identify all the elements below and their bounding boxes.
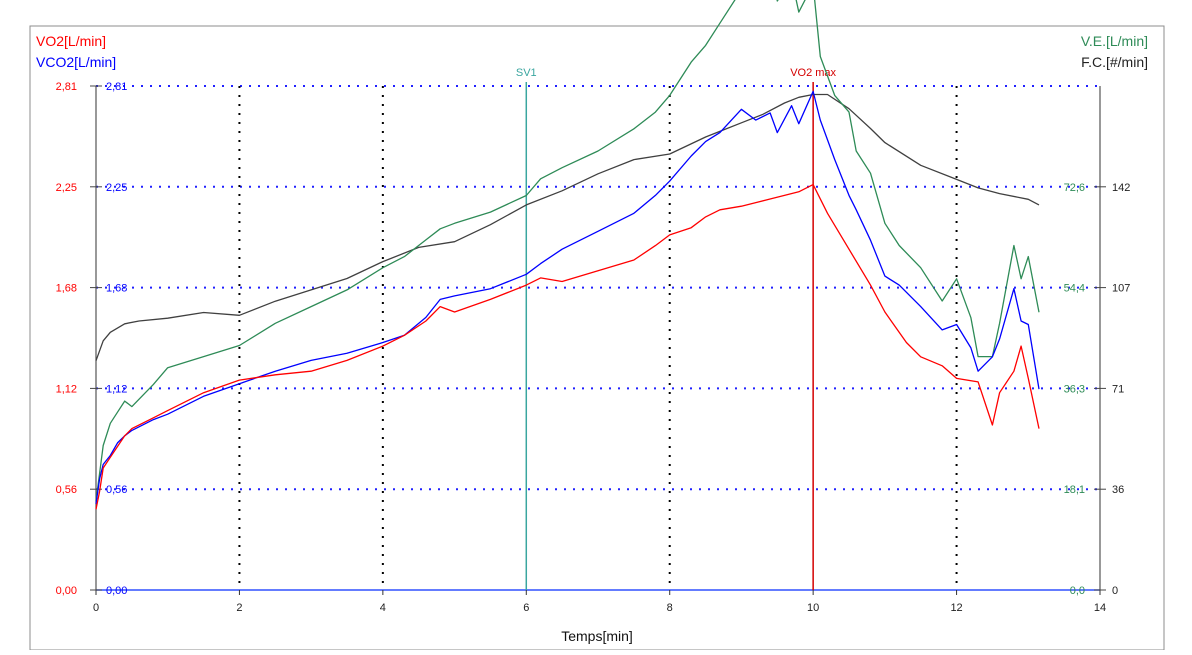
fc-axis-label: F.C.[#/min] <box>1081 54 1148 70</box>
fc-tick-label: 0 <box>1112 585 1118 597</box>
fc-tick-label: 107 <box>1112 283 1130 295</box>
vo2-tick-label: 2,25 <box>56 182 77 194</box>
vco2-tick-label: 1,12 <box>106 383 127 395</box>
x-tick-label: 14 <box>1094 602 1106 614</box>
vco2-tick-label: 0,00 <box>106 585 127 597</box>
ve-axis-label: V.E.[L/min] <box>1081 33 1148 49</box>
vco2-tick-label: 0,56 <box>106 484 127 496</box>
fc-tick-label: 36 <box>1112 484 1124 496</box>
vo2-tick-label: 1,12 <box>56 383 77 395</box>
vo2-tick-label: 1,68 <box>56 283 77 295</box>
vco2-axis-label: VCO2[L/min] <box>36 54 116 70</box>
panel-border <box>30 26 1164 650</box>
x-tick-label: 10 <box>807 602 819 614</box>
event-marker-label: SV1 <box>516 67 537 79</box>
x-tick-label: 2 <box>236 602 242 614</box>
vo2-axis-label: VO2[L/min] <box>36 33 106 49</box>
fc-tick-label: 71 <box>1112 383 1124 395</box>
x-tick-label: 4 <box>380 602 386 614</box>
vco2-tick-label: 2,81 <box>106 81 127 93</box>
ve-tick-label: 36,3 <box>1064 383 1085 395</box>
event-marker-label: VO2 max <box>790 67 836 79</box>
ve-tick-label: 54,4 <box>1064 283 1085 295</box>
ve-tick-label: 72,6 <box>1064 182 1085 194</box>
vo2-tick-label: 0,00 <box>56 585 77 597</box>
vco2-tick-label: 2,25 <box>106 182 127 194</box>
x-tick-label: 8 <box>667 602 673 614</box>
fc-tick-label: 142 <box>1112 182 1130 194</box>
ve-tick-label: 0,0 <box>1070 585 1085 597</box>
x-tick-label: 12 <box>950 602 962 614</box>
vco2-tick-label: 1,68 <box>106 283 127 295</box>
vo2-tick-label: 0,56 <box>56 484 77 496</box>
x-tick-label: 0 <box>93 602 99 614</box>
x-axis-label: Temps[min] <box>561 628 633 644</box>
ve-tick-label: 18,1 <box>1064 484 1085 496</box>
x-tick-label: 6 <box>523 602 529 614</box>
vo2-tick-label: 2,81 <box>56 81 77 93</box>
